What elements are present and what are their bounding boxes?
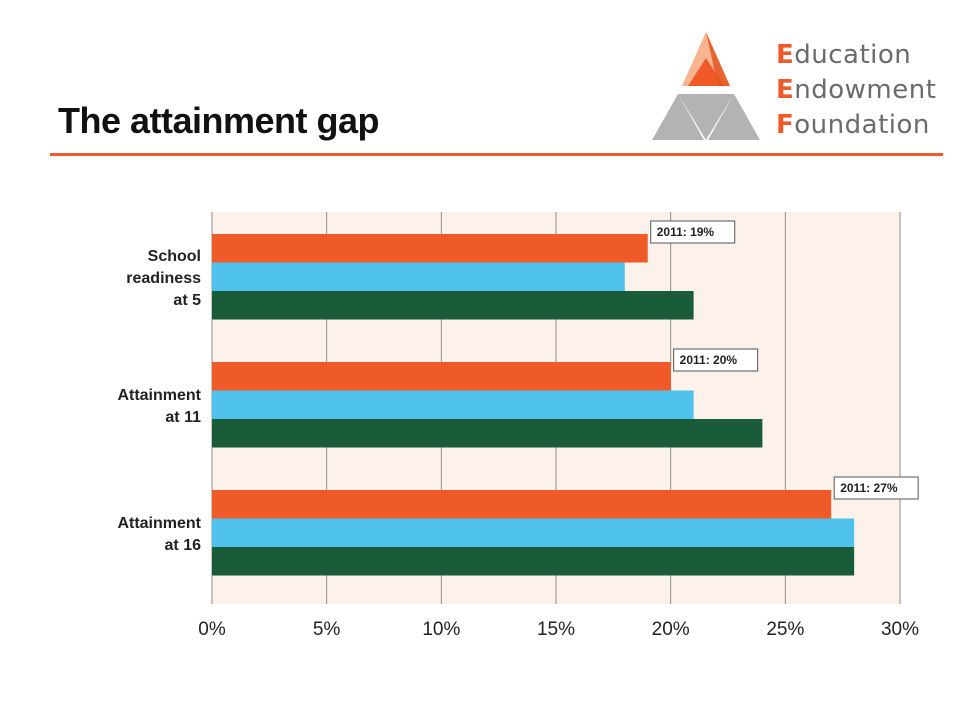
logo-word-1-initial: E <box>776 40 795 70</box>
data-label-box <box>650 220 736 244</box>
logo-word-1: Education <box>776 38 936 73</box>
x-tick-label: 20% <box>652 619 690 640</box>
category-label: School <box>148 248 201 265</box>
x-tick-label: 5% <box>313 619 341 640</box>
title-underline <box>50 153 943 156</box>
logo-word-3-initial: F <box>776 110 795 140</box>
category-label: readiness <box>126 270 201 287</box>
chart-plot-area: 0% 5% 10% 15% 20% 25% 30% School readiness at 5 20… <box>117 212 919 640</box>
category-label: Attainment <box>117 515 201 532</box>
bar <box>212 291 694 320</box>
data-label: 2011: 20% <box>680 353 738 367</box>
logo-word-1-rest: ducation <box>794 40 912 70</box>
data-label-box <box>833 476 919 500</box>
bar <box>212 262 625 291</box>
x-tick-label: 30% <box>881 619 919 640</box>
x-tick-label: 15% <box>537 619 575 640</box>
logo-word-2: Endowment <box>776 73 936 108</box>
category-label: Attainment <box>117 387 201 404</box>
x-tick-label: 0% <box>198 619 226 640</box>
data-label-box <box>673 348 759 372</box>
bar <box>212 234 648 263</box>
logo-word-2-rest: ndowment <box>794 75 937 105</box>
bar <box>212 490 832 519</box>
x-tick-label: 25% <box>766 619 804 640</box>
logo-word-3: Foundation <box>776 108 936 143</box>
logo-word-2-initial: E <box>776 75 795 105</box>
category-label: at 16 <box>165 537 202 554</box>
bar <box>212 419 763 448</box>
eef-logo-text: Education Endowment Foundation <box>776 38 936 143</box>
bar <box>212 390 694 419</box>
bar <box>212 547 855 576</box>
data-label: 2011: 27% <box>840 481 898 495</box>
bar <box>212 362 671 391</box>
x-tick-label: 10% <box>422 619 460 640</box>
eef-logo-mark <box>652 32 760 140</box>
category-label: at 11 <box>165 409 201 426</box>
category-label: at 5 <box>173 292 201 309</box>
logo-word-3-rest: oundation <box>794 110 930 140</box>
slide-title: The attainment gap <box>58 100 380 141</box>
data-label: 2011: 19% <box>657 225 715 239</box>
bar <box>212 518 855 547</box>
